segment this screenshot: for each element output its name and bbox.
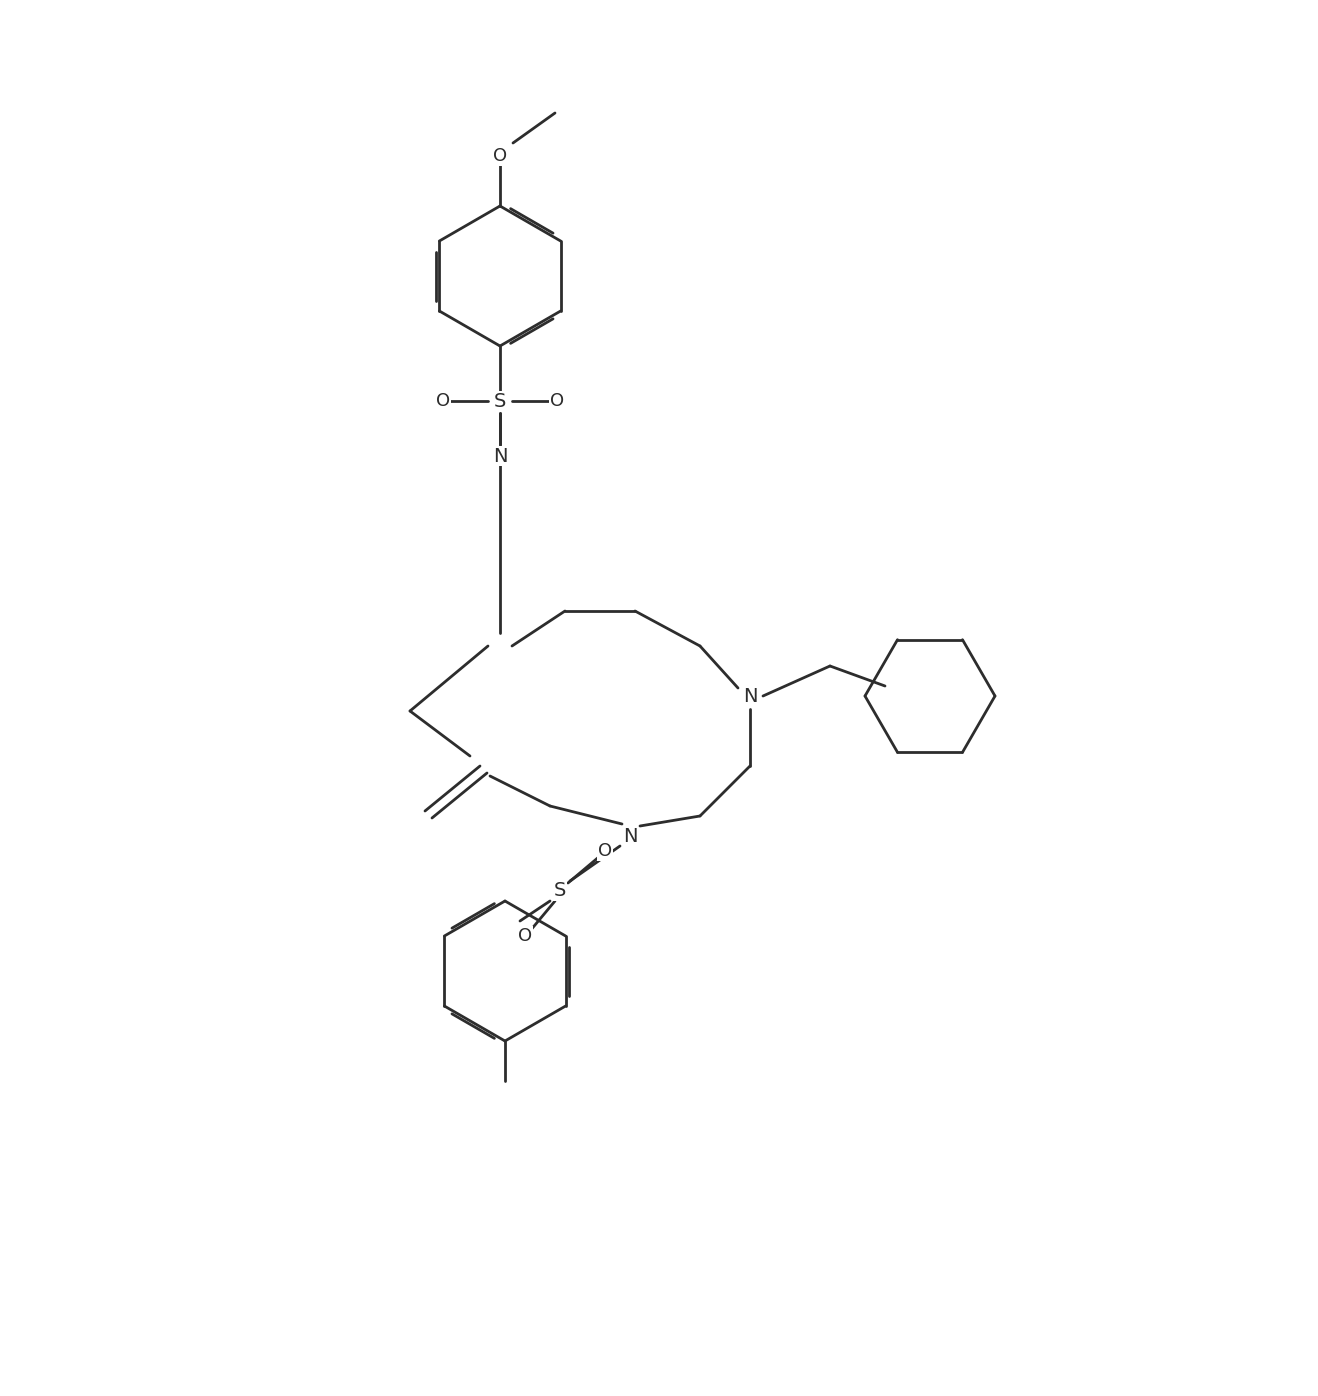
Text: O: O <box>598 842 612 860</box>
Text: S: S <box>494 391 506 410</box>
Text: O: O <box>518 927 532 945</box>
Text: O: O <box>550 392 564 410</box>
Text: O: O <box>493 147 507 165</box>
Text: O: O <box>436 392 449 410</box>
Text: N: N <box>743 687 758 705</box>
Text: S: S <box>554 881 567 900</box>
Text: N: N <box>622 826 637 846</box>
Text: N: N <box>493 447 507 465</box>
